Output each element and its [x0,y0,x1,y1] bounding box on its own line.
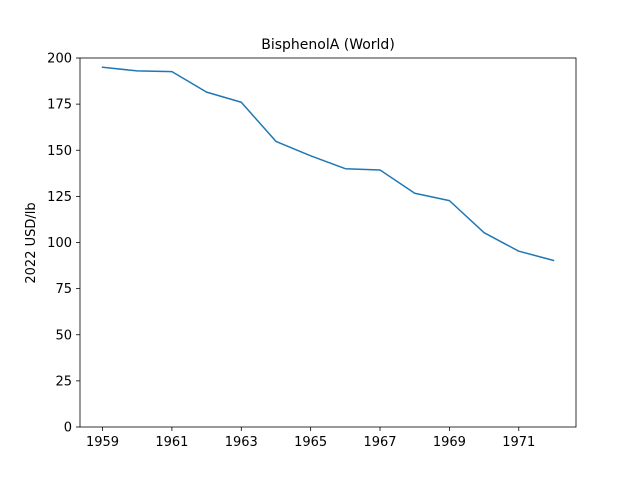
y-tick-label: 200 [47,52,72,67]
x-tick-label: 1959 [86,435,119,450]
y-tick-label: 25 [55,374,72,389]
x-tick-label: 1967 [363,435,396,450]
y-tick-label: 75 [55,282,72,297]
y-tick-label: 100 [47,236,72,251]
y-tick-label: 175 [47,98,72,113]
y-axis-label: 2022 USD/lb [24,202,39,283]
x-tick-label: 1969 [433,435,466,450]
y-tick-label: 125 [47,190,72,205]
x-tick-label: 1961 [155,435,188,450]
series-line-0 [103,67,554,260]
x-tick-label: 1965 [294,435,327,450]
plot-area: 1959 1961 1963 1965 1967 1969 1971 0 25 50 75 100 12… [47,52,576,451]
x-tick-label: 1971 [502,435,535,450]
x-tick-label: 1963 [225,435,258,450]
chart-title: BisphenolA (World) [261,37,395,53]
y-tick-label: 150 [47,144,72,159]
y-tick-label: 50 [55,328,72,343]
y-tick-label: 0 [64,421,72,436]
